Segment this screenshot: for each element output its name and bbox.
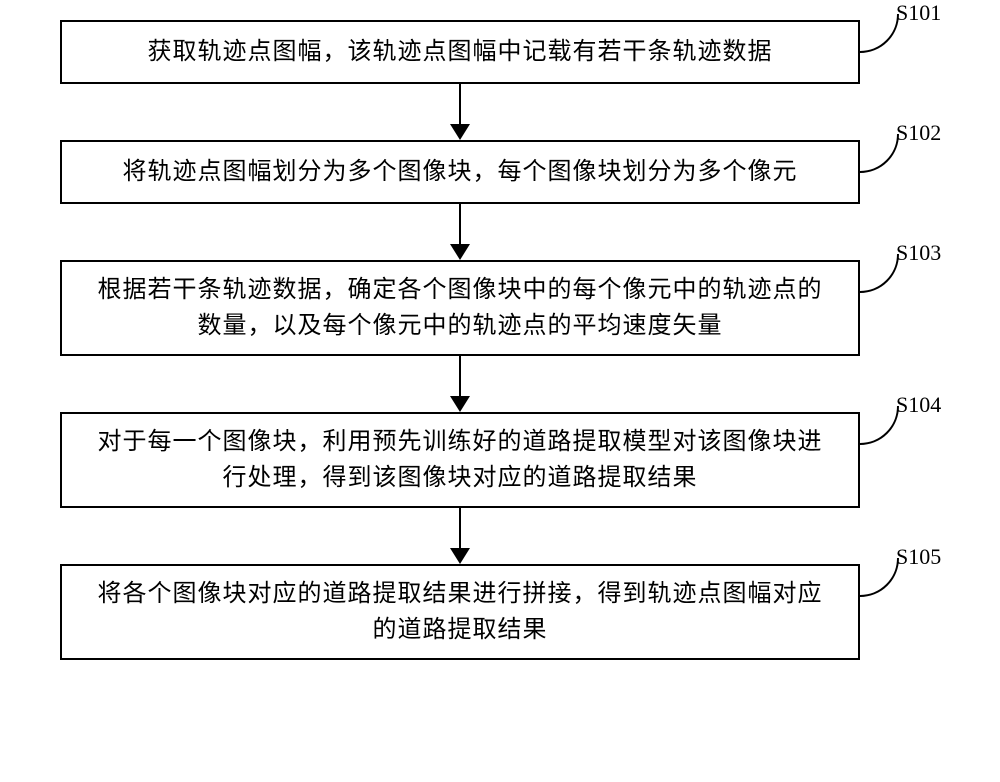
step-label: S104 [896,392,941,418]
arrow-down-icon [60,204,860,260]
step-box: 获取轨迹点图幅，该轨迹点图幅中记载有若干条轨迹数据 [60,20,860,84]
label-connector-arc [860,134,900,174]
label-connector-arc [860,254,900,294]
step-text: 将各个图像块对应的道路提取结果进行拼接，得到轨迹点图幅对应的道路提取结果 [92,576,828,648]
step-box: 根据若干条轨迹数据，确定各个图像块中的每个像元中的轨迹点的数量，以及每个像元中的… [60,260,860,356]
step-label-wrap: S104 [860,406,950,456]
step-text: 对于每一个图像块，利用预先训练好的道路提取模型对该图像块进行处理，得到该图像块对… [92,424,828,496]
step-label-wrap: S103 [860,254,950,304]
step-label-wrap: S105 [860,558,950,608]
label-connector-arc [860,406,900,446]
step-label: S105 [896,544,941,570]
step-text: 获取轨迹点图幅，该轨迹点图幅中记载有若干条轨迹数据 [148,34,773,70]
step-s104: 对于每一个图像块，利用预先训练好的道路提取模型对该图像块进行处理，得到该图像块对… [60,412,860,508]
label-connector-arc [860,14,900,54]
step-text: 根据若干条轨迹数据，确定各个图像块中的每个像元中的轨迹点的数量，以及每个像元中的… [92,272,828,344]
step-s105: 将各个图像块对应的道路提取结果进行拼接，得到轨迹点图幅对应的道路提取结果 S10… [60,564,860,660]
step-label-wrap: S102 [860,134,950,184]
arrow-down-icon [60,356,860,412]
step-s102: 将轨迹点图幅划分为多个图像块，每个图像块划分为多个像元 S102 [60,140,860,204]
step-s101: 获取轨迹点图幅，该轨迹点图幅中记载有若干条轨迹数据 S101 [60,20,860,84]
step-label-wrap: S101 [860,14,950,64]
step-box: 对于每一个图像块，利用预先训练好的道路提取模型对该图像块进行处理，得到该图像块对… [60,412,860,508]
step-label: S101 [896,0,941,26]
step-label: S102 [896,120,941,146]
label-connector-arc [860,558,900,598]
flowchart-container: 获取轨迹点图幅，该轨迹点图幅中记载有若干条轨迹数据 S101 将轨迹点图幅划分为… [60,20,940,660]
step-box: 将轨迹点图幅划分为多个图像块，每个图像块划分为多个像元 [60,140,860,204]
step-box: 将各个图像块对应的道路提取结果进行拼接，得到轨迹点图幅对应的道路提取结果 [60,564,860,660]
step-text: 将轨迹点图幅划分为多个图像块，每个图像块划分为多个像元 [123,154,798,190]
arrow-down-icon [60,508,860,564]
step-label: S103 [896,240,941,266]
arrow-down-icon [60,84,860,140]
step-s103: 根据若干条轨迹数据，确定各个图像块中的每个像元中的轨迹点的数量，以及每个像元中的… [60,260,860,356]
